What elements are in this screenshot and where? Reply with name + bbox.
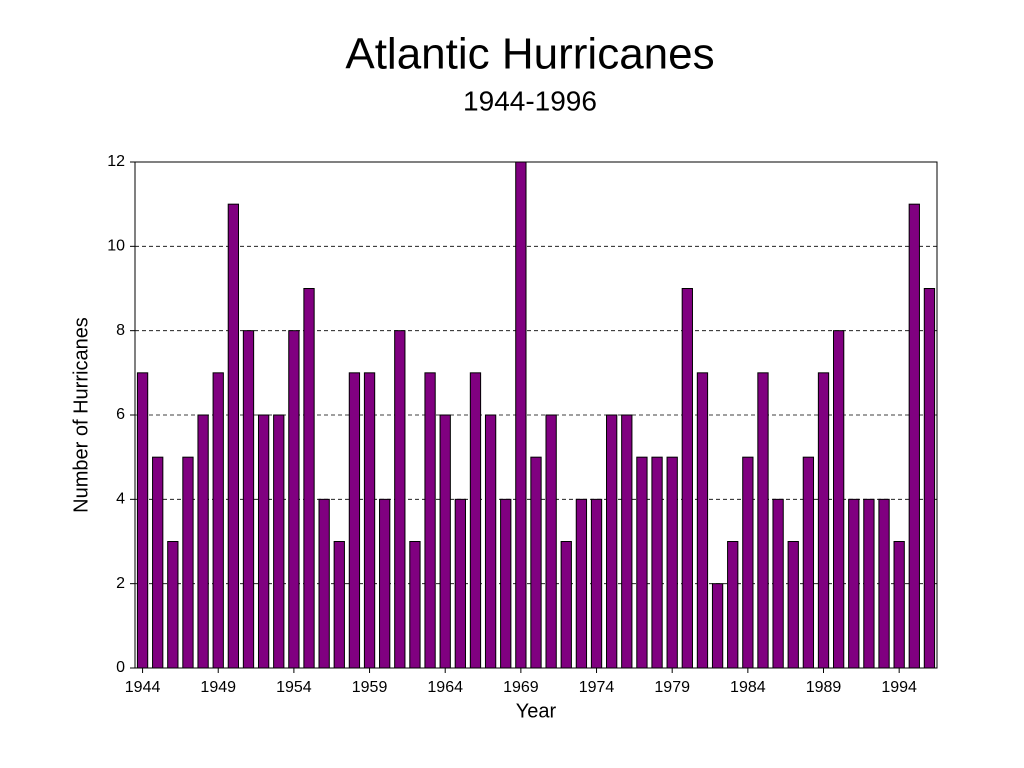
bar: [439, 414, 451, 669]
x-tick-label: 1954: [276, 679, 312, 696]
bar: [832, 330, 845, 669]
x-tick-label: 1974: [579, 679, 615, 696]
y-tick-label: 4: [116, 491, 125, 508]
y-tick-label: 0: [116, 659, 125, 676]
bar: [711, 583, 724, 669]
bar: [908, 203, 920, 669]
chart-title: Atlantic Hurricanes: [345, 30, 714, 79]
bar: [454, 498, 466, 669]
bar: [651, 456, 663, 669]
bar: [696, 372, 709, 669]
bar: [848, 498, 860, 669]
y-tick-label: 6: [116, 406, 125, 423]
x-tick-label: 1984: [730, 679, 766, 696]
bar: [363, 372, 376, 669]
bar: [772, 498, 784, 669]
y-tick-label: 2: [116, 575, 125, 592]
bar: [923, 288, 936, 669]
bar: [878, 498, 890, 669]
bar: [545, 414, 557, 669]
bar: [530, 456, 542, 669]
bar: [212, 372, 224, 669]
bar: [621, 414, 633, 669]
bar: [257, 414, 270, 669]
bar: [575, 498, 588, 669]
bar: [802, 456, 815, 669]
bar: [606, 414, 618, 669]
bar: [152, 456, 164, 669]
bar: [409, 541, 421, 669]
x-tick-label: 1994: [881, 679, 917, 696]
bar: [893, 541, 905, 669]
bar: [394, 330, 406, 669]
bar: [197, 414, 209, 669]
bar: [727, 541, 739, 669]
bar: [288, 330, 300, 669]
bar: [636, 456, 648, 669]
x-tick-label: 1944: [125, 679, 161, 696]
y-axis-label: Number of Hurricanes: [70, 317, 92, 513]
x-tick-label: 1979: [654, 679, 690, 696]
bar: [560, 541, 572, 669]
y-tick-label: 12: [107, 153, 125, 170]
bar: [424, 372, 436, 669]
bar: [500, 498, 512, 669]
bar: [787, 541, 799, 669]
chart-subtitle: 1944-1996: [463, 85, 597, 116]
plot-frame: [134, 161, 938, 669]
bar: [303, 288, 315, 669]
bar: [379, 498, 391, 669]
bar: [273, 414, 285, 669]
bar: [242, 330, 255, 669]
bar: [469, 372, 482, 669]
bar: [681, 288, 693, 669]
x-axis-label: Year: [516, 700, 557, 722]
bar: [333, 541, 345, 669]
bar: [484, 414, 497, 669]
x-tick-label: 1959: [352, 679, 388, 696]
x-tick-label: 1964: [427, 679, 463, 696]
y-tick-label: 10: [107, 238, 125, 255]
bar: [742, 456, 754, 669]
bar: [515, 161, 527, 669]
bar: [757, 372, 769, 669]
bar: [318, 498, 330, 669]
x-tick-label: 1989: [806, 679, 842, 696]
bar: [863, 498, 875, 669]
bar: [666, 456, 678, 669]
bar: [227, 203, 240, 669]
bar: [817, 372, 830, 669]
bar: [348, 372, 361, 669]
bar: [182, 456, 194, 669]
bar: [590, 498, 603, 669]
bar: [167, 541, 179, 669]
bar: [136, 372, 149, 669]
x-tick-label: 1949: [200, 679, 236, 696]
x-tick-label: 1969: [503, 679, 539, 696]
y-tick-label: 8: [116, 322, 125, 339]
